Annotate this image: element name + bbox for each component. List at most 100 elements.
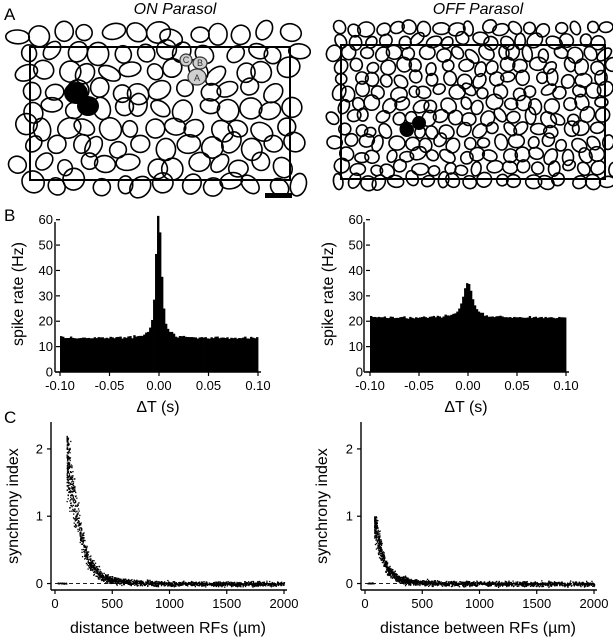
- rf-outline: [506, 110, 521, 124]
- scatter-point: [84, 540, 86, 542]
- scatter-point: [405, 576, 407, 578]
- scatter-point: [172, 583, 174, 585]
- histogram-bar: [381, 317, 385, 372]
- scatter-point: [425, 582, 427, 584]
- scatter-point: [216, 583, 219, 586]
- scatter-point: [473, 581, 475, 583]
- rf-outline: [359, 46, 375, 60]
- rf-outline: [356, 107, 369, 122]
- rf-outline: [145, 21, 172, 44]
- scatter-point: [378, 531, 380, 533]
- scatter-point: [69, 457, 72, 459]
- scatter-point: [72, 508, 74, 511]
- scatter-point: [461, 581, 463, 583]
- scatter-point: [71, 498, 73, 500]
- scatter-point: [84, 545, 87, 547]
- scatter-point: [135, 581, 138, 584]
- scatter-point: [508, 580, 510, 582]
- histogram-bar: [434, 317, 438, 372]
- scatter-point: [78, 517, 80, 519]
- scatter-point: [405, 583, 408, 586]
- scatter-point: [249, 583, 251, 585]
- rf-outline: [485, 121, 499, 135]
- scatter-point: [432, 580, 434, 582]
- scatter-point: [418, 581, 420, 584]
- scatter-point: [410, 581, 412, 583]
- scatter-point: [375, 519, 377, 521]
- scatter-point: [157, 584, 159, 587]
- scatter-point: [72, 484, 74, 487]
- scatter-point: [376, 536, 378, 538]
- rf-outline: [93, 154, 117, 174]
- scatter-point: [86, 556, 88, 558]
- scatter-point: [261, 584, 263, 586]
- scatter-point: [72, 504, 74, 507]
- scatter-point: [393, 576, 395, 578]
- scatter-point: [89, 566, 91, 568]
- scatter-point: [237, 582, 240, 584]
- histogram-bar: [462, 296, 465, 372]
- scatter-point: [155, 582, 157, 584]
- scatter-point: [213, 583, 215, 585]
- scatter-point: [101, 578, 103, 581]
- scatter-point: [90, 565, 92, 567]
- rf-outline: [181, 173, 202, 195]
- scatter-point: [478, 582, 480, 584]
- scatter-point: [205, 581, 207, 583]
- scatter-point: [106, 580, 108, 583]
- scatter-point: [102, 574, 104, 577]
- scatter-point: [80, 527, 82, 529]
- scatter-point: [183, 583, 185, 585]
- scatter-point: [267, 584, 269, 587]
- scatter-point: [383, 562, 385, 564]
- rf-outline: [32, 59, 55, 80]
- scatter-point: [80, 536, 82, 538]
- scatter-point: [68, 478, 70, 481]
- histogram-bar: [538, 317, 541, 372]
- scatter-point: [404, 575, 407, 577]
- scatter-point: [489, 582, 491, 584]
- scatter-point: [540, 582, 542, 584]
- scatter-point: [164, 583, 166, 585]
- scatter-point: [471, 584, 473, 586]
- rf-outline: [210, 153, 230, 174]
- scatter-point: [510, 583, 513, 585]
- scatter-point: [542, 585, 545, 588]
- scatter-point: [378, 541, 380, 543]
- histogram-bar: [532, 317, 536, 372]
- scatter-point: [532, 585, 534, 587]
- scatter-point: [431, 584, 433, 586]
- rf-outline: [332, 172, 344, 191]
- panel-letter-b: B: [4, 206, 15, 225]
- scatter-point: [271, 584, 273, 587]
- x-tick-label: -0.05: [95, 378, 125, 393]
- scatter-point: [233, 583, 235, 586]
- scatter-point: [73, 499, 76, 501]
- scatter-point: [525, 582, 527, 584]
- rf-outline: [476, 171, 493, 188]
- scatter-point: [530, 582, 532, 584]
- scatter-point: [581, 583, 583, 585]
- scatter-point: [176, 583, 178, 586]
- scatter-point: [215, 581, 217, 583]
- scatter-point: [513, 585, 515, 587]
- scatter-point: [104, 578, 107, 580]
- scatter-point: [69, 466, 71, 468]
- scatter-point: [383, 556, 385, 558]
- histogram-bar: [517, 317, 520, 372]
- rf-outline: [601, 134, 613, 151]
- scatter-point: [192, 583, 194, 585]
- x-tick-label: 500: [101, 596, 123, 611]
- scatter-point: [91, 560, 94, 562]
- scatter-point: [499, 582, 501, 584]
- scatter-point: [433, 581, 435, 584]
- scatter-point: [68, 474, 71, 477]
- scatter-point: [90, 561, 92, 563]
- scatter-point: [67, 463, 69, 466]
- scatter-point: [179, 582, 181, 584]
- scatter-point: [279, 583, 281, 586]
- histogram-bar: [509, 317, 512, 372]
- scatter-point: [378, 538, 380, 540]
- histogram-bar: [548, 317, 551, 372]
- scatter-point: [108, 577, 110, 579]
